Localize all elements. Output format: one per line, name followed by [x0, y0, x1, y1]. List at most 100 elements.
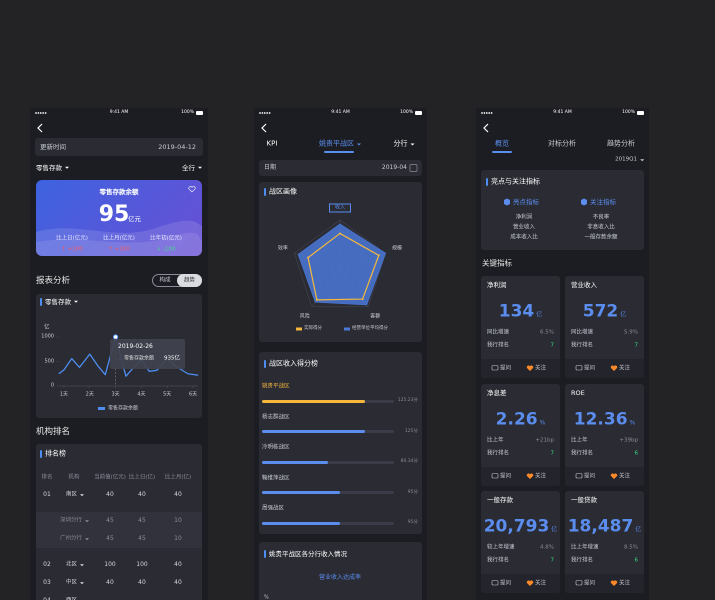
wave — [36, 220, 202, 256]
kpi-row-value: 7 — [550, 342, 555, 349]
action-follow[interactable]: 关注 — [535, 579, 547, 586]
bar-value: 125.23分 — [397, 397, 418, 403]
status-battery: 100% — [400, 109, 413, 115]
signal-dot — [44, 112, 47, 114]
cell: 40 — [174, 579, 182, 586]
kpi-phone: 9:41 AM 100% KPI 姚贵平战区 分行 日期 2019-04 战区画像 收入 规模 客群… — [254, 108, 427, 600]
date-value: 2019-04 — [381, 164, 407, 171]
kpi-row-label: 我行排名 — [571, 342, 594, 349]
stat-value: ↓ -100 — [156, 246, 176, 253]
date-label: 日期 — [264, 164, 277, 171]
bar-label: 杨志群战区 — [262, 413, 290, 420]
bar — [262, 460, 329, 464]
org[interactable]: 广州分行 — [60, 536, 90, 542]
org[interactable]: 深圳分行 — [60, 518, 90, 524]
y-unit: 亿 — [44, 324, 50, 331]
action-ask[interactable]: 提问 — [584, 364, 596, 371]
cell: 40 — [138, 579, 146, 586]
card-title: 零售存款余额 — [99, 187, 139, 196]
x-tick-label: 3天 — [111, 391, 120, 398]
y-tick-label: 1000 — [41, 333, 54, 340]
back-button — [483, 123, 489, 133]
tab[interactable]: 趋势分析 — [607, 139, 635, 148]
tab[interactable]: 分行 — [394, 140, 415, 148]
action-follow[interactable]: 关注 — [619, 579, 631, 586]
section-title: 关键指标 — [482, 258, 512, 268]
tab-active[interactable]: 姚贵平战区 — [319, 140, 361, 148]
kpi-row-label: 我行排名 — [487, 557, 510, 564]
cell: 45 — [106, 535, 114, 542]
action-follow[interactable]: 关注 — [619, 364, 631, 371]
tab-active[interactable]: 概览 — [495, 139, 509, 148]
cell: 45 — [138, 517, 146, 524]
signal-dot — [261, 112, 264, 114]
column-header: 当前值(亿元) — [94, 474, 126, 481]
bar-label: 冷明栋战区 — [262, 444, 290, 451]
kpi-value: 134 — [498, 301, 535, 322]
indicator-item: 净利润 — [515, 214, 533, 221]
action-follow[interactable]: 关注 — [535, 364, 547, 371]
toggle-option[interactable]: 趋势 — [183, 276, 196, 283]
tab[interactable]: KPI — [266, 139, 278, 148]
kpi-row-value: 7 — [634, 342, 639, 349]
toggle-active — [177, 274, 202, 287]
scope-filter[interactable]: 全行 — [182, 165, 202, 172]
cell: 40 — [174, 561, 182, 568]
indicator-item: 非息收入比 — [587, 224, 615, 231]
bar — [262, 521, 341, 525]
org[interactable]: 北区 — [66, 562, 85, 568]
y-tick-label: 0 — [50, 382, 54, 389]
back-button — [261, 123, 267, 133]
action-ask[interactable]: 提问 — [584, 472, 596, 479]
date-row — [259, 160, 422, 176]
action-ask[interactable]: 提问 — [500, 364, 512, 371]
signal-dot — [263, 112, 266, 114]
action-follow[interactable]: 关注 — [619, 472, 631, 479]
kpi-row-label: 我行排名 — [487, 450, 510, 457]
battery-icon — [196, 111, 203, 115]
kpi-row-value: 4.8% — [540, 544, 554, 551]
signal-dot — [488, 112, 491, 114]
action-ask[interactable]: 提问 — [500, 579, 512, 586]
org[interactable]: 南区 — [66, 492, 85, 498]
x-tick-label: 6天 — [188, 391, 198, 398]
tooltip-date: 2019-02-26 — [118, 343, 153, 350]
org[interactable]: 中区 — [66, 580, 85, 586]
kpi-value: 20,793 — [483, 516, 550, 537]
y-tick-label: 500 — [44, 358, 54, 364]
title-accent — [264, 550, 266, 558]
kpi-row-value: 8.5% — [624, 544, 638, 551]
x-tick-label: 2天 — [85, 391, 94, 398]
kpi-row-value: 6 — [634, 450, 639, 457]
toggle-option[interactable]: 构成 — [159, 276, 171, 283]
battery-icon — [415, 111, 422, 115]
legend-label: 经营单位平均得分 — [352, 325, 388, 331]
period-filter[interactable]: 2019Q1 — [615, 157, 644, 163]
kpi-row-label: 比上年增速 — [571, 544, 599, 551]
action-follow[interactable]: 关注 — [535, 472, 547, 479]
card-value: 95 — [98, 202, 130, 227]
metric-filter[interactable]: 零售存款 — [36, 165, 69, 172]
status-battery: 100% — [181, 109, 194, 115]
title-accent — [40, 450, 42, 458]
status-time: 9:41 AM — [553, 109, 572, 115]
tab[interactable]: 对标分析 — [548, 139, 576, 148]
kpi-row-label: 我行排名 — [487, 342, 510, 349]
radar-axis-label: 客群 — [370, 313, 381, 320]
tab-underline — [492, 151, 512, 153]
stat-label: 比年初(亿元) — [150, 235, 182, 242]
balance-card — [36, 180, 202, 256]
status-battery: 100% — [622, 109, 635, 115]
kpi-row-value: +21bp — [535, 437, 554, 444]
battery-icon — [637, 111, 644, 115]
signal-dot — [485, 112, 488, 114]
radar-axis-label: 效率 — [277, 245, 288, 252]
subrow-bg — [36, 512, 202, 530]
action-ask[interactable]: 提问 — [584, 579, 596, 586]
kpi-unit: 亿 — [551, 526, 558, 534]
action-ask[interactable]: 提问 — [500, 472, 512, 479]
chart-title[interactable]: 零售存款 — [45, 299, 78, 306]
back-button — [37, 123, 43, 133]
card-title: 亮点与关注指标 — [491, 177, 540, 186]
card-actions — [481, 467, 560, 486]
